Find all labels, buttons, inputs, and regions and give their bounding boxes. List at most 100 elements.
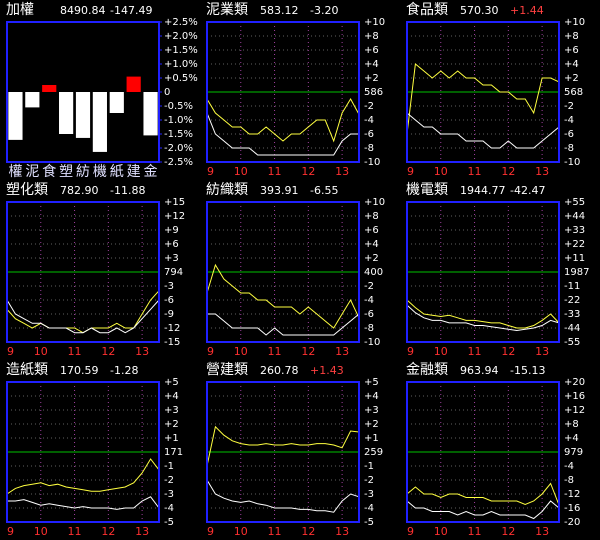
series-line [406, 63, 560, 135]
panel-price: 1944.77 [460, 184, 506, 197]
y-tick-label: +4 [364, 59, 379, 70]
plot-frame [6, 201, 160, 343]
y-tick-label: +6 [564, 45, 579, 56]
panel-name: 塑化類 [6, 182, 48, 198]
x-tick-label: 12 [301, 345, 315, 358]
y-tick-label: +2 [364, 253, 379, 264]
x-tick-label: 12 [101, 345, 115, 358]
y-tick-label: -2 [364, 101, 374, 112]
y-tick-label: +15 [164, 197, 185, 208]
category-label: 權 [8, 164, 22, 180]
series-line [406, 482, 560, 506]
panel-name: 營建類 [206, 362, 248, 378]
panel-price: 570.30 [460, 4, 499, 17]
x-tick-label: 11 [68, 525, 82, 538]
x-tick-label: 9 [407, 525, 414, 538]
panel-change: +1.44 [510, 4, 544, 17]
panel-change: -42.47 [510, 184, 545, 197]
y-tick-label: -8 [564, 475, 574, 486]
y-tick-label: +20 [564, 377, 585, 388]
y-tick-label: -22 [564, 295, 580, 306]
panel-name: 食品類 [406, 1, 448, 18]
panel-name: 泥業類 [206, 2, 248, 18]
x-tick-label: 11 [468, 345, 482, 358]
y-tick-label: +8 [564, 31, 579, 42]
category-label: 金 [144, 164, 158, 180]
x-tick-label: 13 [535, 165, 549, 178]
y-tick-label: -4 [364, 115, 374, 126]
y-tick-label: +0.5% [164, 73, 198, 84]
plot-frame [6, 381, 160, 523]
panel-change: -3.20 [310, 4, 338, 17]
y-tick-label: +6 [364, 45, 379, 56]
y-tick-label: +12 [564, 405, 585, 416]
y-tick-label: -3 [164, 489, 174, 500]
x-tick-label: 9 [7, 345, 14, 358]
y-tick-label: +6 [164, 239, 179, 250]
bar [8, 92, 23, 140]
y-tick-label: -1.0% [164, 115, 193, 126]
bar [75, 92, 91, 138]
bar [42, 85, 57, 92]
y-tick-label: -8 [564, 143, 574, 154]
panel-price: 963.94 [460, 364, 499, 377]
plot-frame [206, 381, 360, 523]
y-tick-label: +10 [364, 197, 385, 208]
x-tick-label: 11 [468, 525, 482, 538]
y-tick-label: 586 [364, 87, 383, 98]
y-tick-label: +8 [364, 31, 379, 42]
series-line [406, 500, 560, 520]
y-tick-label: -10 [364, 337, 380, 348]
x-tick-label: 13 [335, 345, 349, 358]
series-line [406, 304, 560, 332]
y-tick-label: +2.0% [164, 31, 198, 42]
x-tick-label: 10 [434, 345, 448, 358]
y-tick-label: -4 [564, 115, 574, 126]
panel-price: 170.59 [60, 364, 99, 377]
y-tick-label: +1 [364, 433, 379, 444]
x-tick-label: 11 [468, 165, 482, 178]
bar [143, 92, 158, 136]
y-tick-label: -1 [164, 461, 174, 472]
x-tick-label: 10 [34, 525, 48, 538]
y-tick-label: -5 [164, 517, 174, 528]
x-tick-label: 13 [535, 525, 549, 538]
bar [92, 92, 107, 152]
panel-price: 260.78 [260, 364, 299, 377]
x-tick-label: 12 [501, 345, 515, 358]
y-tick-label: +4 [564, 59, 579, 70]
y-tick-label: -8 [364, 323, 374, 334]
panel-change: -147.49 [110, 4, 152, 17]
y-tick-label: -9 [164, 309, 174, 320]
y-tick-label: -11 [564, 281, 580, 292]
panel-name: 機電類 [406, 182, 448, 198]
y-tick-label: +3 [164, 405, 179, 416]
series-line [206, 425, 360, 467]
plot-frame [206, 201, 360, 343]
y-tick-label: +22 [564, 239, 585, 250]
y-tick-label: -15 [164, 337, 180, 348]
x-tick-label: 11 [268, 525, 282, 538]
y-tick-label: -55 [564, 337, 580, 348]
y-tick-label: +2 [564, 73, 579, 84]
panel-price: 583.12 [260, 4, 299, 17]
y-tick-label: -10 [564, 157, 580, 168]
x-tick-label: 10 [434, 525, 448, 538]
y-tick-label: +2 [364, 73, 379, 84]
y-tick-label: +11 [564, 253, 585, 264]
y-tick-label: 400 [364, 267, 383, 278]
x-tick-label: 12 [301, 525, 315, 538]
bar [59, 92, 74, 134]
y-tick-label: -8 [364, 143, 374, 154]
y-tick-label: +12 [164, 211, 185, 222]
y-tick-label: +55 [564, 197, 585, 208]
y-tick-label: -4 [164, 503, 174, 514]
plot-frame [406, 201, 560, 343]
series-line [206, 112, 359, 156]
y-tick-label: -4 [564, 461, 574, 472]
x-tick-label: 11 [268, 345, 282, 358]
category-label: 塑 [59, 164, 73, 180]
category-label: 機 [93, 164, 107, 180]
